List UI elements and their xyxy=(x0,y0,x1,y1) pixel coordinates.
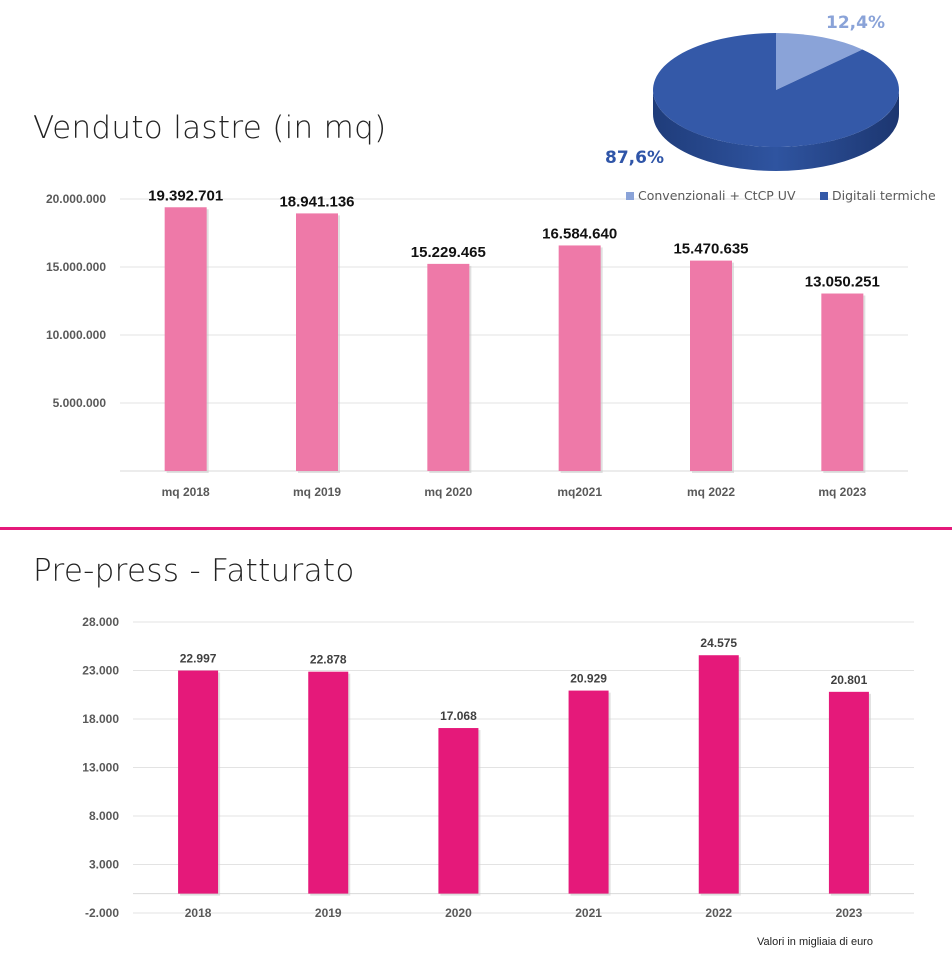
venduto-data-label: 15.229.465 xyxy=(411,244,486,261)
fatturato-ytick-label: 18.000 xyxy=(82,712,119,726)
fatturato-ytick-label: -2.000 xyxy=(85,906,119,920)
fatturato-category-label: 2022 xyxy=(705,906,732,920)
fatturato-data-label: 17.068 xyxy=(440,709,477,723)
fatturato-data-label: 20.929 xyxy=(570,672,607,686)
venduto-data-label: 15.470.635 xyxy=(673,241,748,258)
pie-data-label: 87,6% xyxy=(605,148,664,168)
pie-slice xyxy=(652,33,899,147)
fatturato-data-label: 24.575 xyxy=(700,636,737,650)
venduto-data-label: 18.941.136 xyxy=(279,193,354,210)
venduto-category-label: mq 2023 xyxy=(818,485,866,499)
fatturato-ytick-label: 3.000 xyxy=(89,858,119,872)
venduto-category-label: mq 2019 xyxy=(293,485,341,499)
venduto-data-label: 19.392.701 xyxy=(148,187,223,204)
fatturato-bar xyxy=(308,671,349,894)
venduto-data-label: 13.050.251 xyxy=(805,274,880,291)
venduto-bar xyxy=(164,207,207,471)
fatturato-category-label: 2019 xyxy=(315,906,342,920)
venduto-ytick-label: 15.000.000 xyxy=(46,260,106,274)
fatturato-ytick-label: 13.000 xyxy=(82,761,119,775)
venduto-data-label: 16.584.640 xyxy=(542,225,617,242)
fatturato-category-label: 2020 xyxy=(445,906,472,920)
fatturato-data-label: 22.878 xyxy=(310,653,347,667)
chart-title-venduto-lastre: Venduto lastre (in mq) xyxy=(33,110,387,146)
venduto-bar xyxy=(427,263,470,471)
fatturato-bar xyxy=(178,670,219,894)
venduto-category-label: mq2021 xyxy=(557,485,602,499)
fatturato-bar xyxy=(438,728,479,894)
venduto-category-label: mq 2022 xyxy=(687,485,735,499)
venduto-ytick-label: 5.000.000 xyxy=(53,396,107,410)
fatturato-category-label: 2018 xyxy=(185,906,212,920)
fatturato-data-label: 20.801 xyxy=(831,673,868,687)
legend-label: Digitali termiche xyxy=(832,188,936,203)
chart-title-prepress-fatturato: Pre-press - Fatturato xyxy=(33,553,355,589)
fatturato-data-label: 22.997 xyxy=(180,652,217,666)
legend-swatch-icon xyxy=(820,192,828,200)
venduto-bar xyxy=(558,245,601,471)
fatturato-category-label: 2021 xyxy=(575,906,602,920)
fatturato-ytick-label: 8.000 xyxy=(89,809,119,823)
fatturato-bar xyxy=(698,655,739,894)
legend-swatch-icon xyxy=(626,192,634,200)
venduto-bar xyxy=(296,213,338,471)
venduto-category-label: mq 2018 xyxy=(162,485,210,499)
pie-side xyxy=(653,90,899,171)
fatturato-bar xyxy=(568,690,609,894)
pie-slice xyxy=(776,33,863,90)
fatturato-category-label: 2023 xyxy=(836,906,863,920)
venduto-ytick-label: 20.000.000 xyxy=(46,192,106,206)
venduto-bar xyxy=(690,260,732,471)
fatturato-ytick-label: 28.000 xyxy=(82,615,119,629)
pie-data-label: 12,4% xyxy=(826,13,885,33)
fatturato-bar xyxy=(828,691,869,894)
legend-label: Convenzionali + CtCP UV xyxy=(638,188,796,203)
section-divider xyxy=(0,527,952,530)
fatturato-ytick-label: 23.000 xyxy=(82,664,119,678)
chart-note: Valori in migliaia di euro xyxy=(757,936,873,948)
venduto-bar xyxy=(821,293,864,471)
venduto-ytick-label: 10.000.000 xyxy=(46,328,106,342)
venduto-category-label: mq 2020 xyxy=(424,485,472,499)
